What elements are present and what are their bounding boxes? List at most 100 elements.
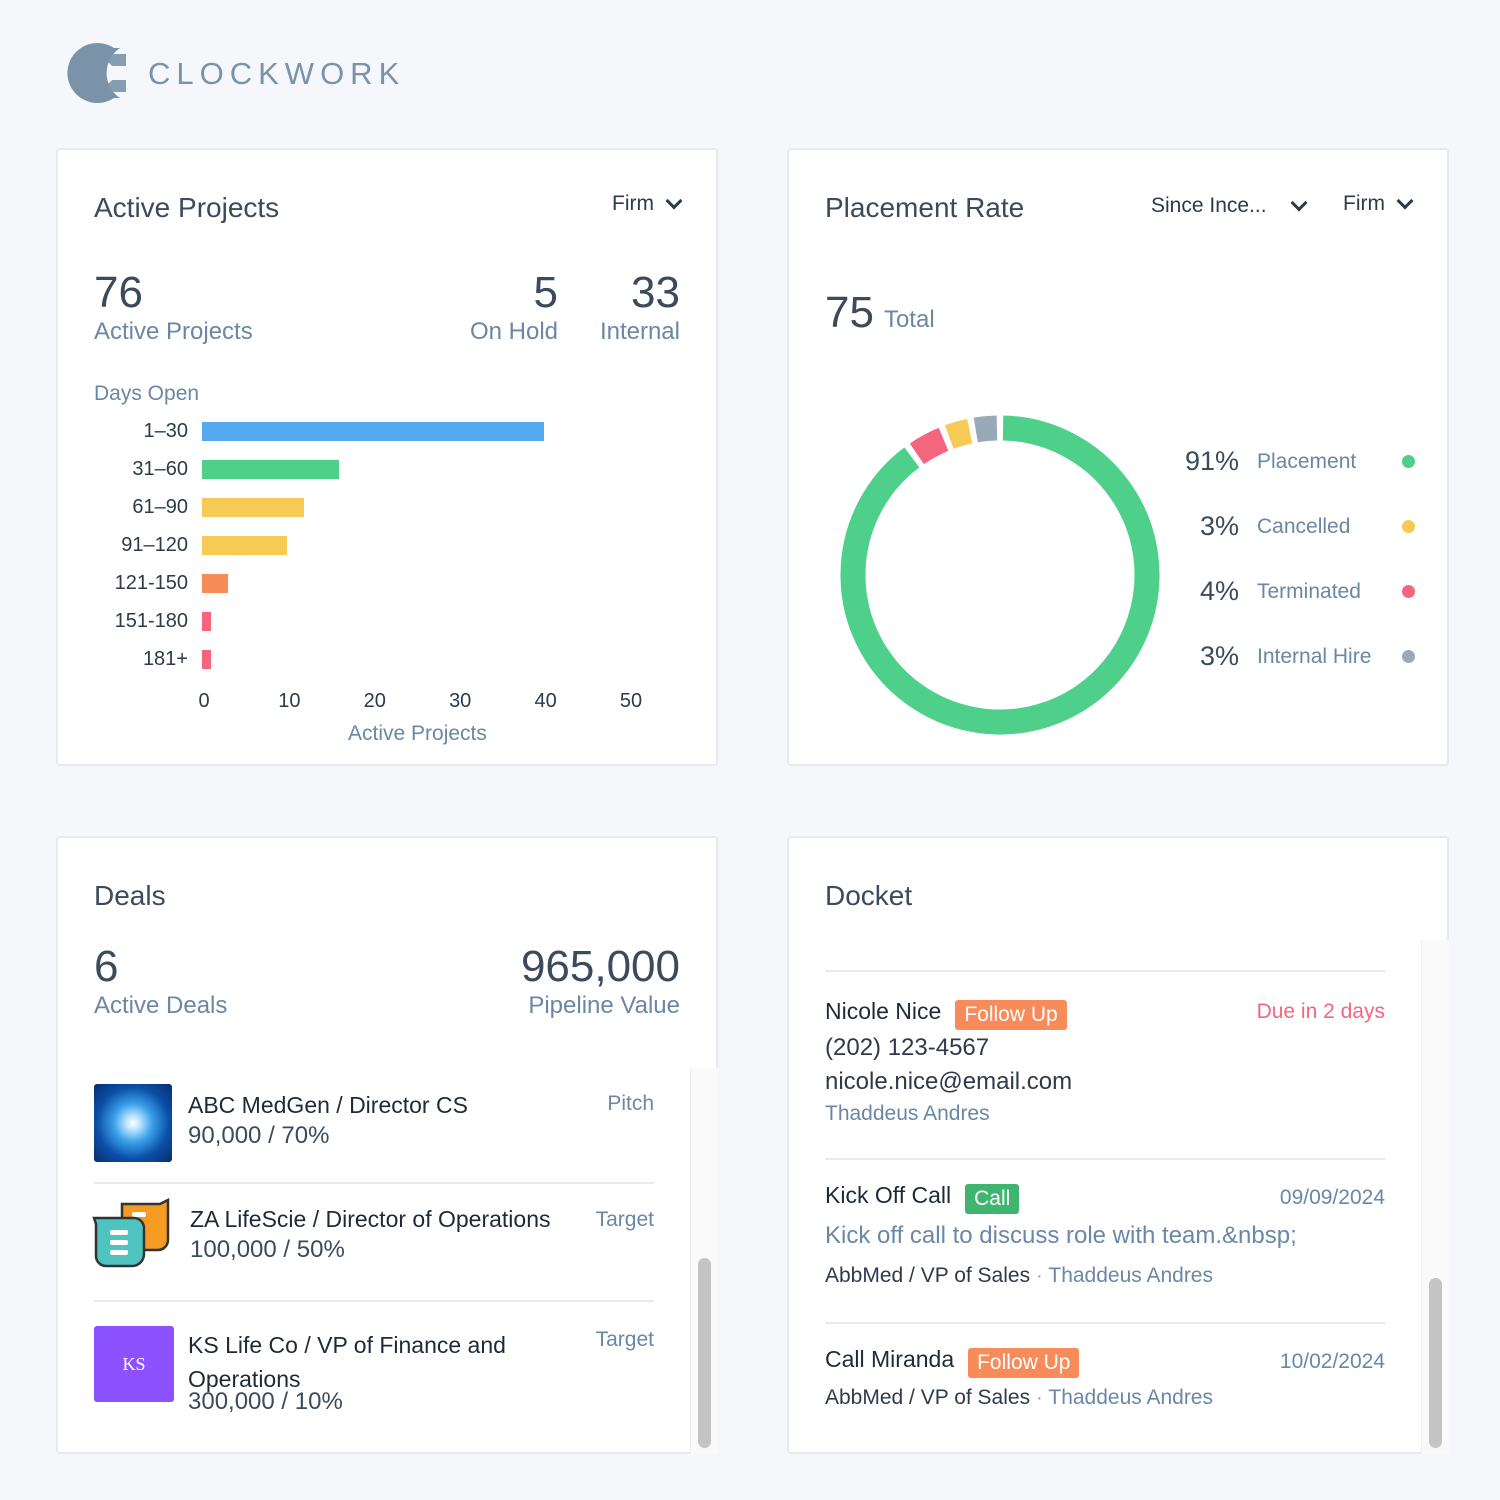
- card-title: Active Projects: [94, 192, 280, 223]
- deal-name: KS Life Co / VP of Finance and Operation…: [188, 1332, 506, 1392]
- dropdown-label: Firm: [1343, 192, 1385, 215]
- legend-item: 4% Terminated: [1169, 576, 1415, 607]
- stat-label: Pipeline Value: [528, 992, 680, 1019]
- owner: Thaddeus Andres: [1048, 1263, 1213, 1287]
- x-tick-label: 30: [449, 690, 472, 712]
- ks-logo: KS: [94, 1326, 174, 1402]
- bar-121-150: [202, 574, 228, 593]
- legend-dot-icon: [1402, 650, 1415, 663]
- legend-percent: 3%: [1199, 641, 1239, 671]
- period-dropdown[interactable]: Since Ince...: [1151, 194, 1308, 218]
- deals-card: Deals 6 Active Deals 965,000 Pipeline Valu…: [56, 836, 718, 1454]
- legend-dot-icon: [1402, 520, 1415, 533]
- deal-stage: Target: [595, 1208, 654, 1231]
- stat-value: 6: [94, 942, 119, 991]
- stat-label: Active Projects: [94, 318, 253, 345]
- deal-value: 100,000 / 50%: [190, 1236, 345, 1263]
- donut-slice-internal-hire: [973, 415, 998, 443]
- card-title: Deals: [94, 880, 166, 911]
- bar-category-label: 151-180: [114, 610, 188, 632]
- chevron-down-icon: [1396, 192, 1414, 210]
- chevron-down-icon: [1290, 194, 1308, 212]
- total-label: Total: [883, 306, 935, 333]
- deals-scrollbar[interactable]: [690, 1068, 718, 1454]
- follow-up-badge: Follow Up: [968, 1347, 1080, 1378]
- deal-value: 90,000 / 70%: [188, 1122, 330, 1149]
- description: Kick off call to discuss role with team.…: [825, 1221, 1297, 1249]
- card-title: Placement Rate: [825, 192, 1025, 223]
- stat-value: 965,000: [520, 942, 680, 991]
- stat-value: 5: [533, 268, 558, 317]
- x-tick-label: 50: [619, 690, 643, 712]
- x-tick-label: 10: [278, 690, 301, 712]
- docket-item[interactable]: Call Miranda Follow Up 10/02/2024 AbbMed …: [825, 1346, 1385, 1409]
- legend-percent: 91%: [1184, 446, 1239, 476]
- docket-card: Docket Nicole Nice Follow Up Due in 2 day…: [787, 836, 1449, 1454]
- bar-category-label: 61–90: [132, 496, 188, 518]
- stat-label: Internal: [599, 318, 680, 345]
- date: 09/09/2024: [1279, 1186, 1385, 1209]
- scrollbar-thumb[interactable]: [698, 1258, 711, 1448]
- card-title: Docket: [825, 880, 913, 911]
- due-date: Due in 2 days: [1256, 1000, 1385, 1023]
- legend-item: 3% Cancelled: [1169, 511, 1415, 542]
- dropdown-label: Firm: [612, 192, 654, 215]
- bar-category-label: 31–60: [132, 458, 188, 480]
- legend-percent: 4%: [1199, 576, 1239, 606]
- owner: Thaddeus Andres: [825, 1101, 990, 1125]
- bar-91–120: [202, 536, 288, 555]
- days-open-bar-chart: 1–30 31–60 61–90 91–120 121-150 151-180 181+ 0 1…: [58, 150, 718, 766]
- chat-logo-icon: [92, 1198, 170, 1268]
- stat-label: On Hold: [469, 318, 558, 345]
- stat-value: 76: [94, 268, 143, 317]
- total-value: 75: [825, 288, 874, 337]
- donut-slice-cancelled: [944, 418, 973, 449]
- firm-dropdown[interactable]: Firm: [612, 192, 683, 216]
- x-axis-label: Active Projects: [348, 722, 487, 745]
- deal-item[interactable]: ABC MedGen / Director CS 90,000 / 70% Pi…: [94, 1084, 654, 1164]
- deal-stage: Pitch: [607, 1092, 654, 1115]
- docket-item[interactable]: Kick Off Call Call 09/09/2024 Kick off ca…: [825, 1182, 1385, 1287]
- company: AbbMed / VP of Sales: [825, 1263, 1031, 1287]
- x-tick-label: 40: [534, 690, 557, 712]
- bar-181+: [202, 650, 211, 669]
- deal-name: ABC MedGen / Director CS: [188, 1092, 468, 1118]
- stat-value: 33: [631, 268, 680, 317]
- deal-value: 300,000 / 10%: [188, 1388, 343, 1415]
- donut-slice-placement: [840, 415, 1160, 735]
- legend-item: 91% Placement: [1169, 446, 1415, 477]
- legend-dot-icon: [1402, 455, 1415, 468]
- legend-label: Terminated: [1257, 579, 1361, 603]
- placement-donut-chart: [840, 415, 1160, 735]
- owner: Thaddeus Andres: [1048, 1385, 1213, 1409]
- legend-label: Cancelled: [1257, 514, 1351, 538]
- firm-dropdown[interactable]: Firm: [1343, 192, 1414, 216]
- bar-category-label: 91–120: [121, 534, 188, 556]
- docket-item-name: Call Miranda: [825, 1346, 955, 1372]
- stat-label: Active Deals: [94, 992, 228, 1019]
- docket-item[interactable]: Nicole Nice Follow Up Due in 2 days (202)…: [825, 998, 1385, 1126]
- company: AbbMed / VP of Sales: [825, 1385, 1031, 1409]
- placement-rate-card: Placement Rate Since Ince... Firm 75 Tota…: [787, 148, 1449, 766]
- bar-151-180: [202, 612, 211, 631]
- bar-category-label: 181+: [142, 648, 188, 670]
- deal-item[interactable]: KS KS Life Co / VP of Finance and Operat…: [94, 1326, 654, 1426]
- email[interactable]: nicole.nice@email.com: [825, 1067, 1073, 1095]
- bar-31–60: [202, 460, 339, 479]
- x-tick-label: 20: [363, 690, 386, 712]
- docket-scrollbar[interactable]: [1421, 940, 1449, 1454]
- deal-item[interactable]: ZA LifeScie / Director of Operations 100…: [92, 1198, 654, 1278]
- scrollbar-thumb[interactable]: [1429, 1278, 1442, 1448]
- legend-percent: 3%: [1199, 511, 1239, 541]
- call-badge: Call: [965, 1183, 1020, 1214]
- date: 10/02/2024: [1279, 1350, 1385, 1373]
- active-projects-card: Active Projects Firm 76 Active Projects 5…: [56, 148, 718, 766]
- bar-category-label: 121-150: [114, 572, 188, 594]
- docket-item-name: Nicole Nice: [825, 998, 942, 1024]
- legend-label: Placement: [1257, 449, 1357, 473]
- phone: (202) 123-4567: [825, 1033, 990, 1061]
- deal-name: ZA LifeScie / Director of Operations: [190, 1206, 551, 1232]
- brand-name: CLOCKWORK: [148, 56, 406, 91]
- dropdown-label: Since Ince...: [1151, 194, 1267, 217]
- bar-category-label: 1–30: [143, 420, 189, 442]
